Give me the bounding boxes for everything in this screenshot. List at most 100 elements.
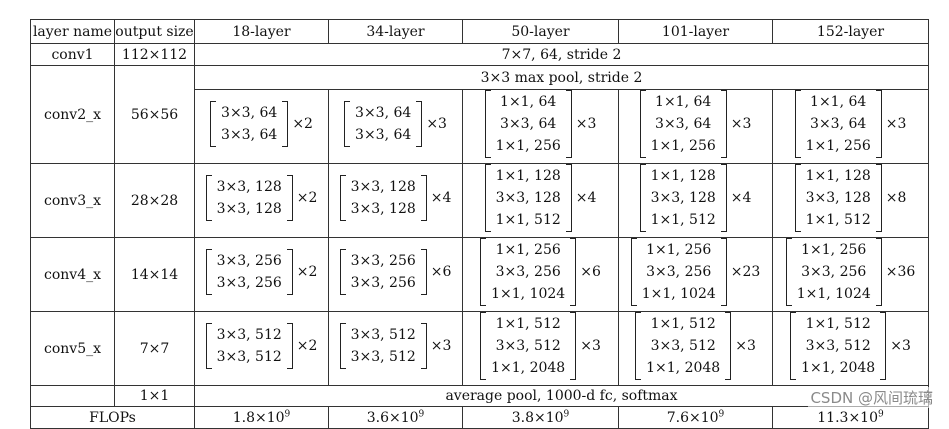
conv5x-101-row: 1×1, 512 <box>650 316 716 332</box>
conv2x-101-cell: 1×1, 64 3×3, 64 1×1, 256 ×3 <box>618 89 773 164</box>
conv3x-101-row: 3×3, 128 <box>650 190 716 206</box>
left-bracket <box>639 90 646 158</box>
left-bracket <box>210 101 217 147</box>
conv5x-50-row: 1×1, 512 <box>495 316 561 332</box>
header-34-layer: 34-layer <box>328 19 463 44</box>
left-bracket <box>794 164 801 232</box>
conv4x-18-matrix: 3×3, 256 3×3, 256 <box>205 249 293 295</box>
conv4x-output-size: 14×14 <box>114 237 195 312</box>
conv5x-152-row: 3×3, 512 <box>805 338 871 354</box>
conv5x-name: conv5_x <box>30 311 115 386</box>
conv2x-101-multiplier: ×3 <box>730 116 752 132</box>
conv4x-50-row: 1×1, 1024 <box>491 286 566 302</box>
right-bracket <box>875 90 882 158</box>
conv3x-output-size: 28×28 <box>114 163 195 238</box>
conv3x-50-row: 1×1, 512 <box>495 212 561 228</box>
conv3x-50-matrix: 1×1, 128 3×3, 128 1×1, 512 <box>484 164 572 232</box>
left-bracket <box>785 238 792 306</box>
left-bracket <box>484 164 491 232</box>
right-bracket <box>286 249 293 295</box>
conv3x-101-matrix: 1×1, 128 3×3, 128 1×1, 512 <box>639 164 727 232</box>
conv2x-50-block: 1×1, 64 3×3, 64 1×1, 256 ×3 <box>484 90 596 158</box>
conv5x-34-cell: 3×3, 512 3×3, 512 ×3 <box>328 311 463 386</box>
conv1-row: conv1 112×112 7×7, 64, stride 2 <box>30 43 929 66</box>
conv5x-34-block: 3×3, 512 3×3, 512 ×3 <box>339 323 451 369</box>
conv2x-34-cell: 3×3, 64 3×3, 64 ×3 <box>328 89 463 164</box>
header-row: layer name output size 18-layer 34-layer… <box>30 19 929 44</box>
conv4x-101-row: 3×3, 256 <box>646 264 712 280</box>
conv4x-row: conv4_x 14×14 3×3, 256 3×3, 256 ×2 3×3, 256 3×… <box>30 237 929 312</box>
header-output-size: output size <box>114 19 195 44</box>
conv3x-34-row: 3×3, 128 <box>350 201 416 217</box>
conv4x-152-row: 3×3, 256 <box>801 264 867 280</box>
conv2x-50-row: 3×3, 64 <box>500 116 557 132</box>
right-bracket <box>875 238 882 306</box>
left-bracket <box>339 323 346 369</box>
conv4x-101-row: 1×1, 1024 <box>641 286 716 302</box>
final-row: 1×1 average pool, 1000-d fc, softmax <box>30 385 929 407</box>
conv2x-152-row: 1×1, 256 <box>805 138 871 154</box>
right-bracket <box>420 249 427 295</box>
conv4x-152-row: 1×1, 256 <box>801 242 867 258</box>
conv5x-152-row: 1×1, 2048 <box>801 360 876 376</box>
right-bracket <box>725 312 732 380</box>
conv2x-50-matrix: 1×1, 64 3×3, 64 1×1, 256 <box>484 90 572 158</box>
conv2x-output-size: 56×56 <box>114 65 195 164</box>
conv5x-101-row: 3×3, 512 <box>650 338 716 354</box>
conv3x-101-rows: 1×1, 128 3×3, 128 1×1, 512 <box>646 164 721 232</box>
conv2x-34-row: 3×3, 64 <box>355 105 412 121</box>
conv2x-34-rows: 3×3, 64 3×3, 64 <box>350 101 416 147</box>
right-bracket <box>565 90 572 158</box>
conv5x-18-matrix: 3×3, 512 3×3, 512 <box>205 323 293 369</box>
conv5x-50-row: 1×1, 2048 <box>491 360 566 376</box>
conv2x-18-row: 3×3, 64 <box>221 105 278 121</box>
conv4x-50-multiplier: ×6 <box>580 264 601 280</box>
max-pool-spec: 3×3 max pool, stride 2 <box>194 65 929 90</box>
conv1-name: conv1 <box>30 43 115 66</box>
conv3x-152-rows: 1×1, 128 3×3, 128 1×1, 512 <box>801 164 876 232</box>
conv4x-name: conv4_x <box>30 237 115 312</box>
conv2x-152-row: 1×1, 64 <box>810 94 867 110</box>
left-bracket <box>205 249 212 295</box>
conv3x-101-row: 1×1, 128 <box>650 168 716 184</box>
conv4x-18-row: 3×3, 256 <box>216 275 282 291</box>
conv4x-34-cell: 3×3, 256 3×3, 256 ×6 <box>328 237 463 312</box>
conv3x-34-block: 3×3, 128 3×3, 128 ×4 <box>339 175 451 221</box>
conv3x-18-row: 3×3, 128 <box>216 179 282 195</box>
flops-exponent: 9 <box>877 408 884 419</box>
conv4x-18-cell: 3×3, 256 3×3, 256 ×2 <box>194 237 329 312</box>
conv2x-18-multiplier: ×2 <box>292 116 313 132</box>
left-bracket <box>205 175 212 221</box>
conv4x-50-block: 1×1, 256 3×3, 256 1×1, 1024 ×6 <box>480 238 601 306</box>
conv4x-101-multiplier: ×23 <box>730 264 761 280</box>
conv4x-34-row: 3×3, 256 <box>350 253 416 269</box>
conv5x-18-rows: 3×3, 512 3×3, 512 <box>212 323 287 369</box>
conv5x-50-block: 1×1, 512 3×3, 512 1×1, 2048 ×3 <box>480 312 601 380</box>
conv4x-50-cell: 1×1, 256 3×3, 256 1×1, 1024 ×6 <box>462 237 619 312</box>
conv5x-152-matrix: 1×1, 512 3×3, 512 1×1, 2048 <box>790 312 887 380</box>
conv2x-101-matrix: 1×1, 64 3×3, 64 1×1, 256 <box>639 90 727 158</box>
header-152-layer: 152-layer <box>772 19 929 44</box>
left-bracket <box>205 323 212 369</box>
conv5x-34-row: 3×3, 512 <box>350 349 416 365</box>
right-bracket <box>875 164 882 232</box>
final-name-empty <box>30 385 115 407</box>
conv2x-101-row: 1×1, 256 <box>650 138 716 154</box>
conv5x-101-row: 1×1, 2048 <box>646 360 721 376</box>
conv2x-18-block: 3×3, 64 3×3, 64 ×2 <box>210 101 313 147</box>
right-bracket <box>416 101 423 147</box>
header-layer-name: layer name <box>30 19 115 44</box>
conv4x-50-rows: 1×1, 256 3×3, 256 1×1, 1024 <box>486 238 570 306</box>
left-bracket <box>480 312 487 380</box>
conv4x-152-block: 1×1, 256 3×3, 256 1×1, 1024 ×36 <box>785 238 915 306</box>
resnet-architecture-table: layer name output size 18-layer 34-layer… <box>30 19 929 429</box>
conv2x-152-rows: 1×1, 64 3×3, 64 1×1, 256 <box>801 90 876 158</box>
conv2x-152-multiplier: ×3 <box>885 116 907 132</box>
conv2x-34-row: 3×3, 64 <box>355 127 412 143</box>
conv5x-output-size: 7×7 <box>114 311 195 386</box>
conv1-spec: 7×7, 64, stride 2 <box>194 43 929 66</box>
conv2x-18-matrix: 3×3, 64 3×3, 64 <box>210 101 289 147</box>
conv3x-18-multiplier: ×2 <box>296 190 318 206</box>
conv4x-152-rows: 1×1, 256 3×3, 256 1×1, 1024 <box>792 238 876 306</box>
conv2x-101-block: 1×1, 64 3×3, 64 1×1, 256 ×3 <box>639 90 752 158</box>
